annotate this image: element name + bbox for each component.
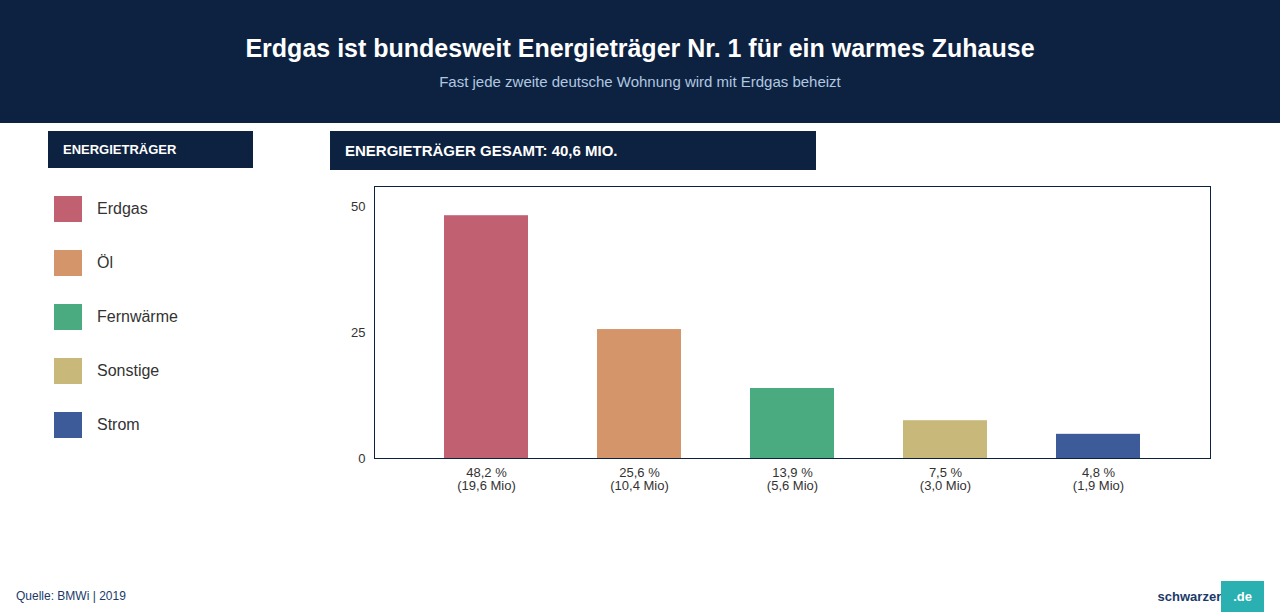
html-text:Sonstige: Sonstige (97, 362, 160, 379)
html-text:Erdgas: Erdgas (97, 200, 148, 217)
html-text:schwarzer: schwarzer (1157, 588, 1222, 604)
svg-text:7,5 %(3,0 Mio): 7,5 %(3,0 Mio) (920, 465, 971, 493)
html-text:Erdgas ist bundesweit Energiet: Erdgas ist bundesweit Energieträger Nr. … (245, 33, 1035, 62)
svg-text:0: 0 (358, 451, 365, 466)
html-text:Quelle: BMWi | 2019: Quelle: BMWi | 2019 (16, 589, 126, 603)
html-text:ENERGIETRÄGER GESAMT: 40,6 MIO: ENERGIETRÄGER GESAMT: 40,6 MIO. (345, 142, 618, 159)
svg-text:13,9 %(5,6 Mio): 13,9 %(5,6 Mio) (767, 465, 818, 493)
html-text:Öl: Öl (97, 254, 113, 271)
html-text:.de: .de (1233, 588, 1252, 604)
svg-text:50: 50 (351, 199, 365, 214)
html-text:Fernwärme: Fernwärme (97, 308, 178, 325)
html-text:ENERGIETRÄGER: ENERGIETRÄGER (63, 142, 177, 157)
svg-text:25,6 %(10,4 Mio): 25,6 %(10,4 Mio) (610, 465, 669, 493)
svg-text:48,2 %(19,6 Mio): 48,2 %(19,6 Mio) (457, 465, 516, 493)
html-text:Fast jede zweite deutsche Wohn: Fast jede zweite deutsche Wohnung wird m… (439, 72, 841, 90)
html-text:Strom: Strom (97, 416, 140, 433)
svg-text:25: 25 (351, 325, 365, 340)
svg-text:4,8 %(1,9 Mio): 4,8 %(1,9 Mio) (1073, 465, 1124, 493)
